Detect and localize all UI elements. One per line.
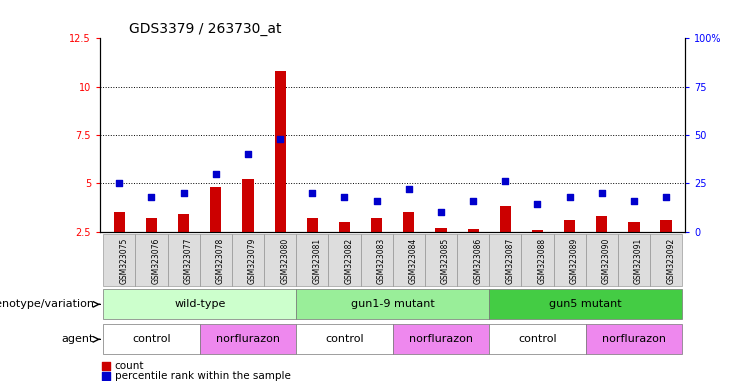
Bar: [554, 233, 585, 286]
Bar: [274, 71, 286, 232]
Text: control: control: [132, 334, 171, 344]
Text: agent: agent: [62, 334, 94, 344]
Bar: [628, 222, 639, 232]
Bar: [242, 179, 253, 232]
Text: GSM323081: GSM323081: [312, 238, 322, 284]
Bar: [232, 233, 264, 286]
Text: GSM323076: GSM323076: [151, 238, 161, 284]
Bar: [103, 324, 200, 354]
Bar: [403, 212, 414, 232]
Bar: [618, 233, 650, 286]
Point: [339, 194, 350, 200]
Bar: [103, 290, 296, 319]
Bar: [532, 230, 543, 232]
Point: [370, 197, 382, 204]
Point: [113, 180, 125, 186]
Bar: [296, 324, 393, 354]
Text: wild-type: wild-type: [174, 300, 225, 310]
Text: GSM323084: GSM323084: [409, 238, 418, 284]
Text: GSM323078: GSM323078: [216, 238, 225, 284]
Bar: [113, 212, 125, 232]
Point: [596, 190, 608, 196]
Point: [531, 202, 543, 208]
Point: [274, 136, 286, 142]
Bar: [200, 324, 296, 354]
Bar: [210, 187, 222, 232]
Text: gun1-9 mutant: gun1-9 mutant: [350, 300, 435, 310]
Bar: [650, 233, 682, 286]
Point: [564, 194, 576, 200]
Bar: [468, 228, 479, 232]
Text: norflurazon: norflurazon: [602, 334, 666, 344]
Bar: [167, 233, 200, 286]
Bar: [489, 290, 682, 319]
Bar: [371, 218, 382, 232]
Bar: [660, 220, 672, 232]
Text: GDS3379 / 263730_at: GDS3379 / 263730_at: [130, 22, 282, 36]
Point: [499, 178, 511, 184]
Text: GSM323086: GSM323086: [473, 238, 482, 284]
Bar: [564, 220, 575, 232]
Text: GSM323077: GSM323077: [184, 238, 193, 284]
Bar: [328, 233, 361, 286]
Bar: [436, 228, 447, 232]
Bar: [307, 218, 318, 232]
Point: [178, 190, 190, 196]
Bar: [393, 324, 489, 354]
Bar: [457, 233, 489, 286]
Text: genotype/variation: genotype/variation: [0, 300, 94, 310]
Text: GSM323092: GSM323092: [666, 238, 675, 284]
Bar: [361, 233, 393, 286]
Point: [242, 151, 254, 157]
Bar: [178, 214, 189, 232]
Text: control: control: [518, 334, 556, 344]
Text: GSM323089: GSM323089: [570, 238, 579, 284]
Text: GSM323087: GSM323087: [505, 238, 514, 284]
Bar: [339, 222, 350, 232]
Point: [440, 235, 452, 241]
Text: GSM323083: GSM323083: [376, 238, 385, 284]
Bar: [489, 324, 585, 354]
Bar: [103, 233, 136, 286]
Bar: [296, 290, 489, 319]
Point: [145, 194, 157, 200]
Text: GSM323080: GSM323080: [280, 238, 289, 284]
Point: [468, 197, 479, 204]
Text: GSM323091: GSM323091: [634, 238, 643, 284]
Bar: [393, 233, 425, 286]
Bar: [296, 233, 328, 286]
Text: norflurazon: norflurazon: [216, 334, 280, 344]
Point: [435, 209, 447, 215]
Text: count: count: [115, 361, 144, 371]
Point: [660, 194, 672, 200]
Bar: [489, 233, 522, 286]
Bar: [264, 233, 296, 286]
Text: GSM323079: GSM323079: [248, 238, 257, 284]
Bar: [200, 233, 232, 286]
Bar: [585, 324, 682, 354]
Text: GSM323088: GSM323088: [537, 238, 546, 284]
Text: GSM323082: GSM323082: [345, 238, 353, 284]
Point: [306, 190, 318, 196]
Text: GSM323085: GSM323085: [441, 238, 450, 284]
Text: GSM323090: GSM323090: [602, 238, 611, 284]
Bar: [522, 233, 554, 286]
Bar: [136, 233, 167, 286]
Bar: [585, 233, 618, 286]
Point: [628, 197, 640, 204]
Text: norflurazon: norflurazon: [409, 334, 473, 344]
Point: [440, 326, 452, 332]
Bar: [499, 207, 511, 232]
Text: control: control: [325, 334, 364, 344]
Point: [403, 186, 415, 192]
Bar: [146, 218, 157, 232]
Text: gun5 mutant: gun5 mutant: [549, 300, 622, 310]
Text: percentile rank within the sample: percentile rank within the sample: [115, 371, 290, 381]
Bar: [425, 233, 457, 286]
Bar: [597, 216, 608, 232]
Point: [210, 170, 222, 177]
Text: GSM323075: GSM323075: [119, 238, 128, 284]
